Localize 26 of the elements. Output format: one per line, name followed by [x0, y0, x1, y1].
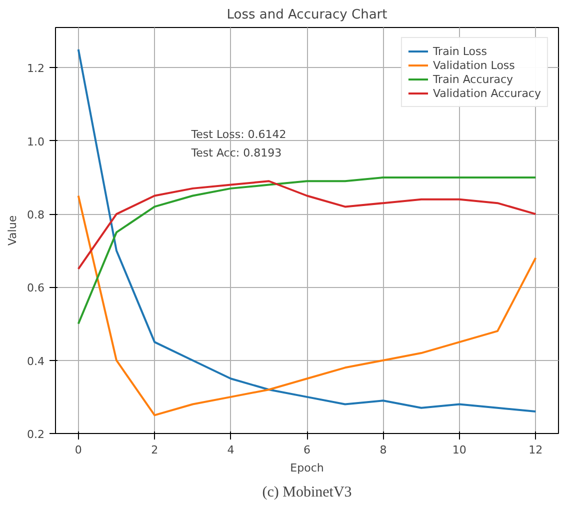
annotation: Test Acc: 0.8193: [190, 146, 282, 160]
y-tick-label: 1.0: [27, 135, 45, 148]
chart-title: Loss and Accuracy Chart: [226, 8, 388, 22]
line-series: [77, 180, 537, 270]
y-axis-title: Value: [6, 215, 20, 246]
legend-label: Train Accuracy: [432, 72, 514, 86]
x-tick-label: 12: [528, 444, 543, 456]
annotation: Test Loss: 0.6142: [190, 128, 286, 142]
y-tick-label: 0.6: [27, 282, 45, 295]
line-series: [77, 176, 537, 325]
y-tick-label: 1.2: [27, 62, 45, 76]
y-tick-label: 0.4: [27, 354, 45, 368]
x-tick-label: 2: [151, 444, 158, 456]
x-tick-label: 10: [452, 444, 466, 456]
legend-label: Train Loss: [432, 44, 487, 58]
x-tick-label: 0: [74, 444, 82, 456]
x-tick-label: 8: [380, 444, 387, 456]
y-tick-label: 0.2: [27, 428, 45, 441]
x-axis-title: Epoch: [290, 462, 324, 474]
text: (c) MobinetV3: [262, 484, 352, 500]
x-tick-label: 6: [304, 444, 310, 456]
legend-label: Validation Accuracy: [432, 86, 541, 100]
x-tick-label: 4: [227, 444, 234, 456]
y-tick-label: 0.8: [27, 208, 45, 222]
legend-label: Validation Loss: [432, 58, 515, 72]
line-series: [77, 194, 537, 416]
